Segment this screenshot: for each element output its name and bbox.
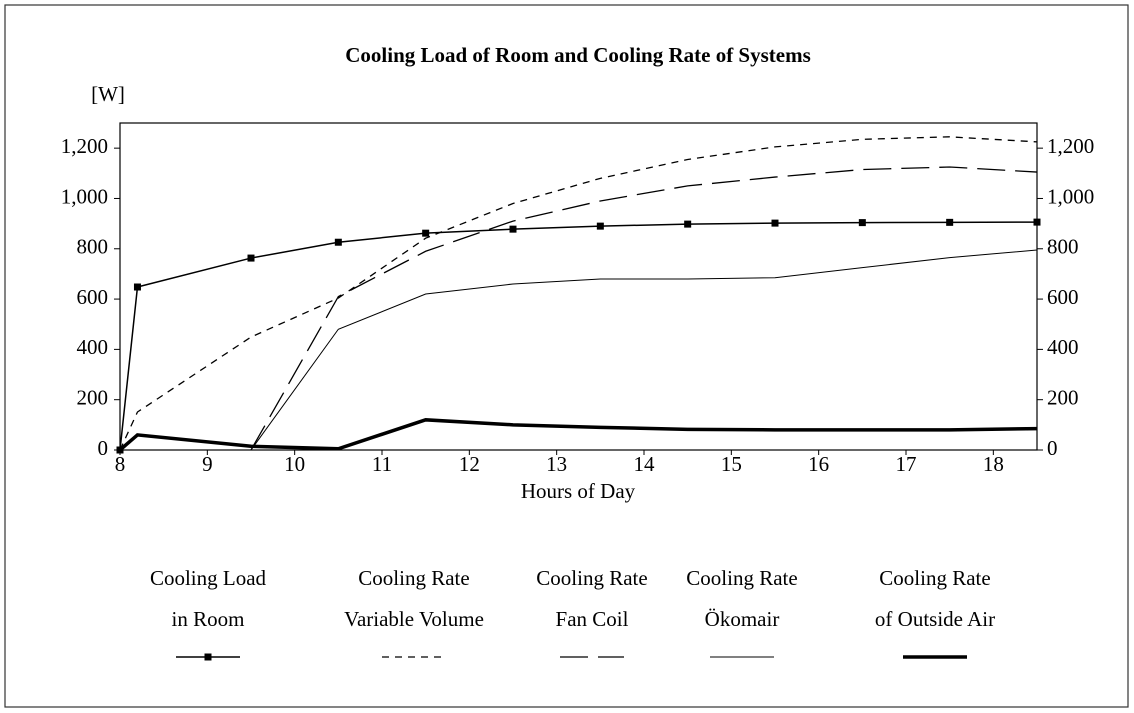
x-axis-label: Hours of Day xyxy=(521,479,636,503)
legend-label: Variable Volume xyxy=(344,607,484,631)
chart-title: Cooling Load of Room and Cooling Rate of… xyxy=(345,43,811,67)
y-tick-label: 400 xyxy=(77,335,109,359)
y-tick-label: 0 xyxy=(98,436,109,460)
marker xyxy=(771,219,779,227)
x-tick-label: 9 xyxy=(202,452,213,476)
y2-tick-label: 1,000 xyxy=(1047,184,1094,208)
marker xyxy=(946,218,954,226)
x-tick-label: 17 xyxy=(896,452,917,476)
x-tick-label: 8 xyxy=(115,452,126,476)
x-tick-label: 15 xyxy=(721,452,742,476)
x-tick-label: 13 xyxy=(546,452,567,476)
y2-tick-label: 200 xyxy=(1047,386,1079,410)
legend-label: Cooling Rate xyxy=(536,566,647,590)
series-line xyxy=(250,166,1038,451)
legend-label: of Outside Air xyxy=(875,607,995,631)
y2-tick-label: 400 xyxy=(1047,335,1079,359)
marker xyxy=(334,238,342,246)
x-tick-label: 12 xyxy=(459,452,480,476)
marker xyxy=(133,283,141,291)
marker xyxy=(247,254,255,262)
y-axis-label: [W] xyxy=(91,82,125,106)
marker xyxy=(422,229,430,237)
legend-label: Cooling Rate xyxy=(358,566,469,590)
series-line xyxy=(119,136,1038,451)
legend-marker xyxy=(204,653,212,661)
marker xyxy=(509,225,517,233)
legend-label: Ökomair xyxy=(705,607,780,631)
y2-tick-label: 600 xyxy=(1047,285,1079,309)
legend-label: Cooling Load xyxy=(150,566,267,590)
y2-tick-label: 1,200 xyxy=(1047,134,1094,158)
legend-label: Cooling Rate xyxy=(686,566,797,590)
marker xyxy=(858,219,866,227)
y2-tick-label: 0 xyxy=(1047,436,1058,460)
y2-tick-label: 800 xyxy=(1047,235,1079,259)
legend-label: Fan Coil xyxy=(556,607,629,631)
x-tick-label: 18 xyxy=(983,452,1004,476)
series-line xyxy=(250,249,1038,451)
series-line xyxy=(118,418,1038,452)
frame xyxy=(4,4,1129,708)
legend-label: in Room xyxy=(172,607,245,631)
legend-label: Cooling Rate xyxy=(879,566,990,590)
marker xyxy=(596,222,604,230)
marker xyxy=(1033,218,1041,226)
x-tick-label: 16 xyxy=(808,452,829,476)
x-tick-label: 11 xyxy=(372,452,392,476)
y-tick-label: 1,000 xyxy=(61,184,108,208)
y-tick-label: 800 xyxy=(77,235,109,259)
series-line xyxy=(119,221,1038,451)
plot-area xyxy=(119,122,1038,451)
y-tick-label: 600 xyxy=(77,285,109,309)
x-tick-label: 14 xyxy=(634,452,656,476)
x-tick-label: 10 xyxy=(284,452,305,476)
y-tick-label: 1,200 xyxy=(61,134,108,158)
y-tick-label: 200 xyxy=(77,386,109,410)
marker xyxy=(684,220,692,228)
